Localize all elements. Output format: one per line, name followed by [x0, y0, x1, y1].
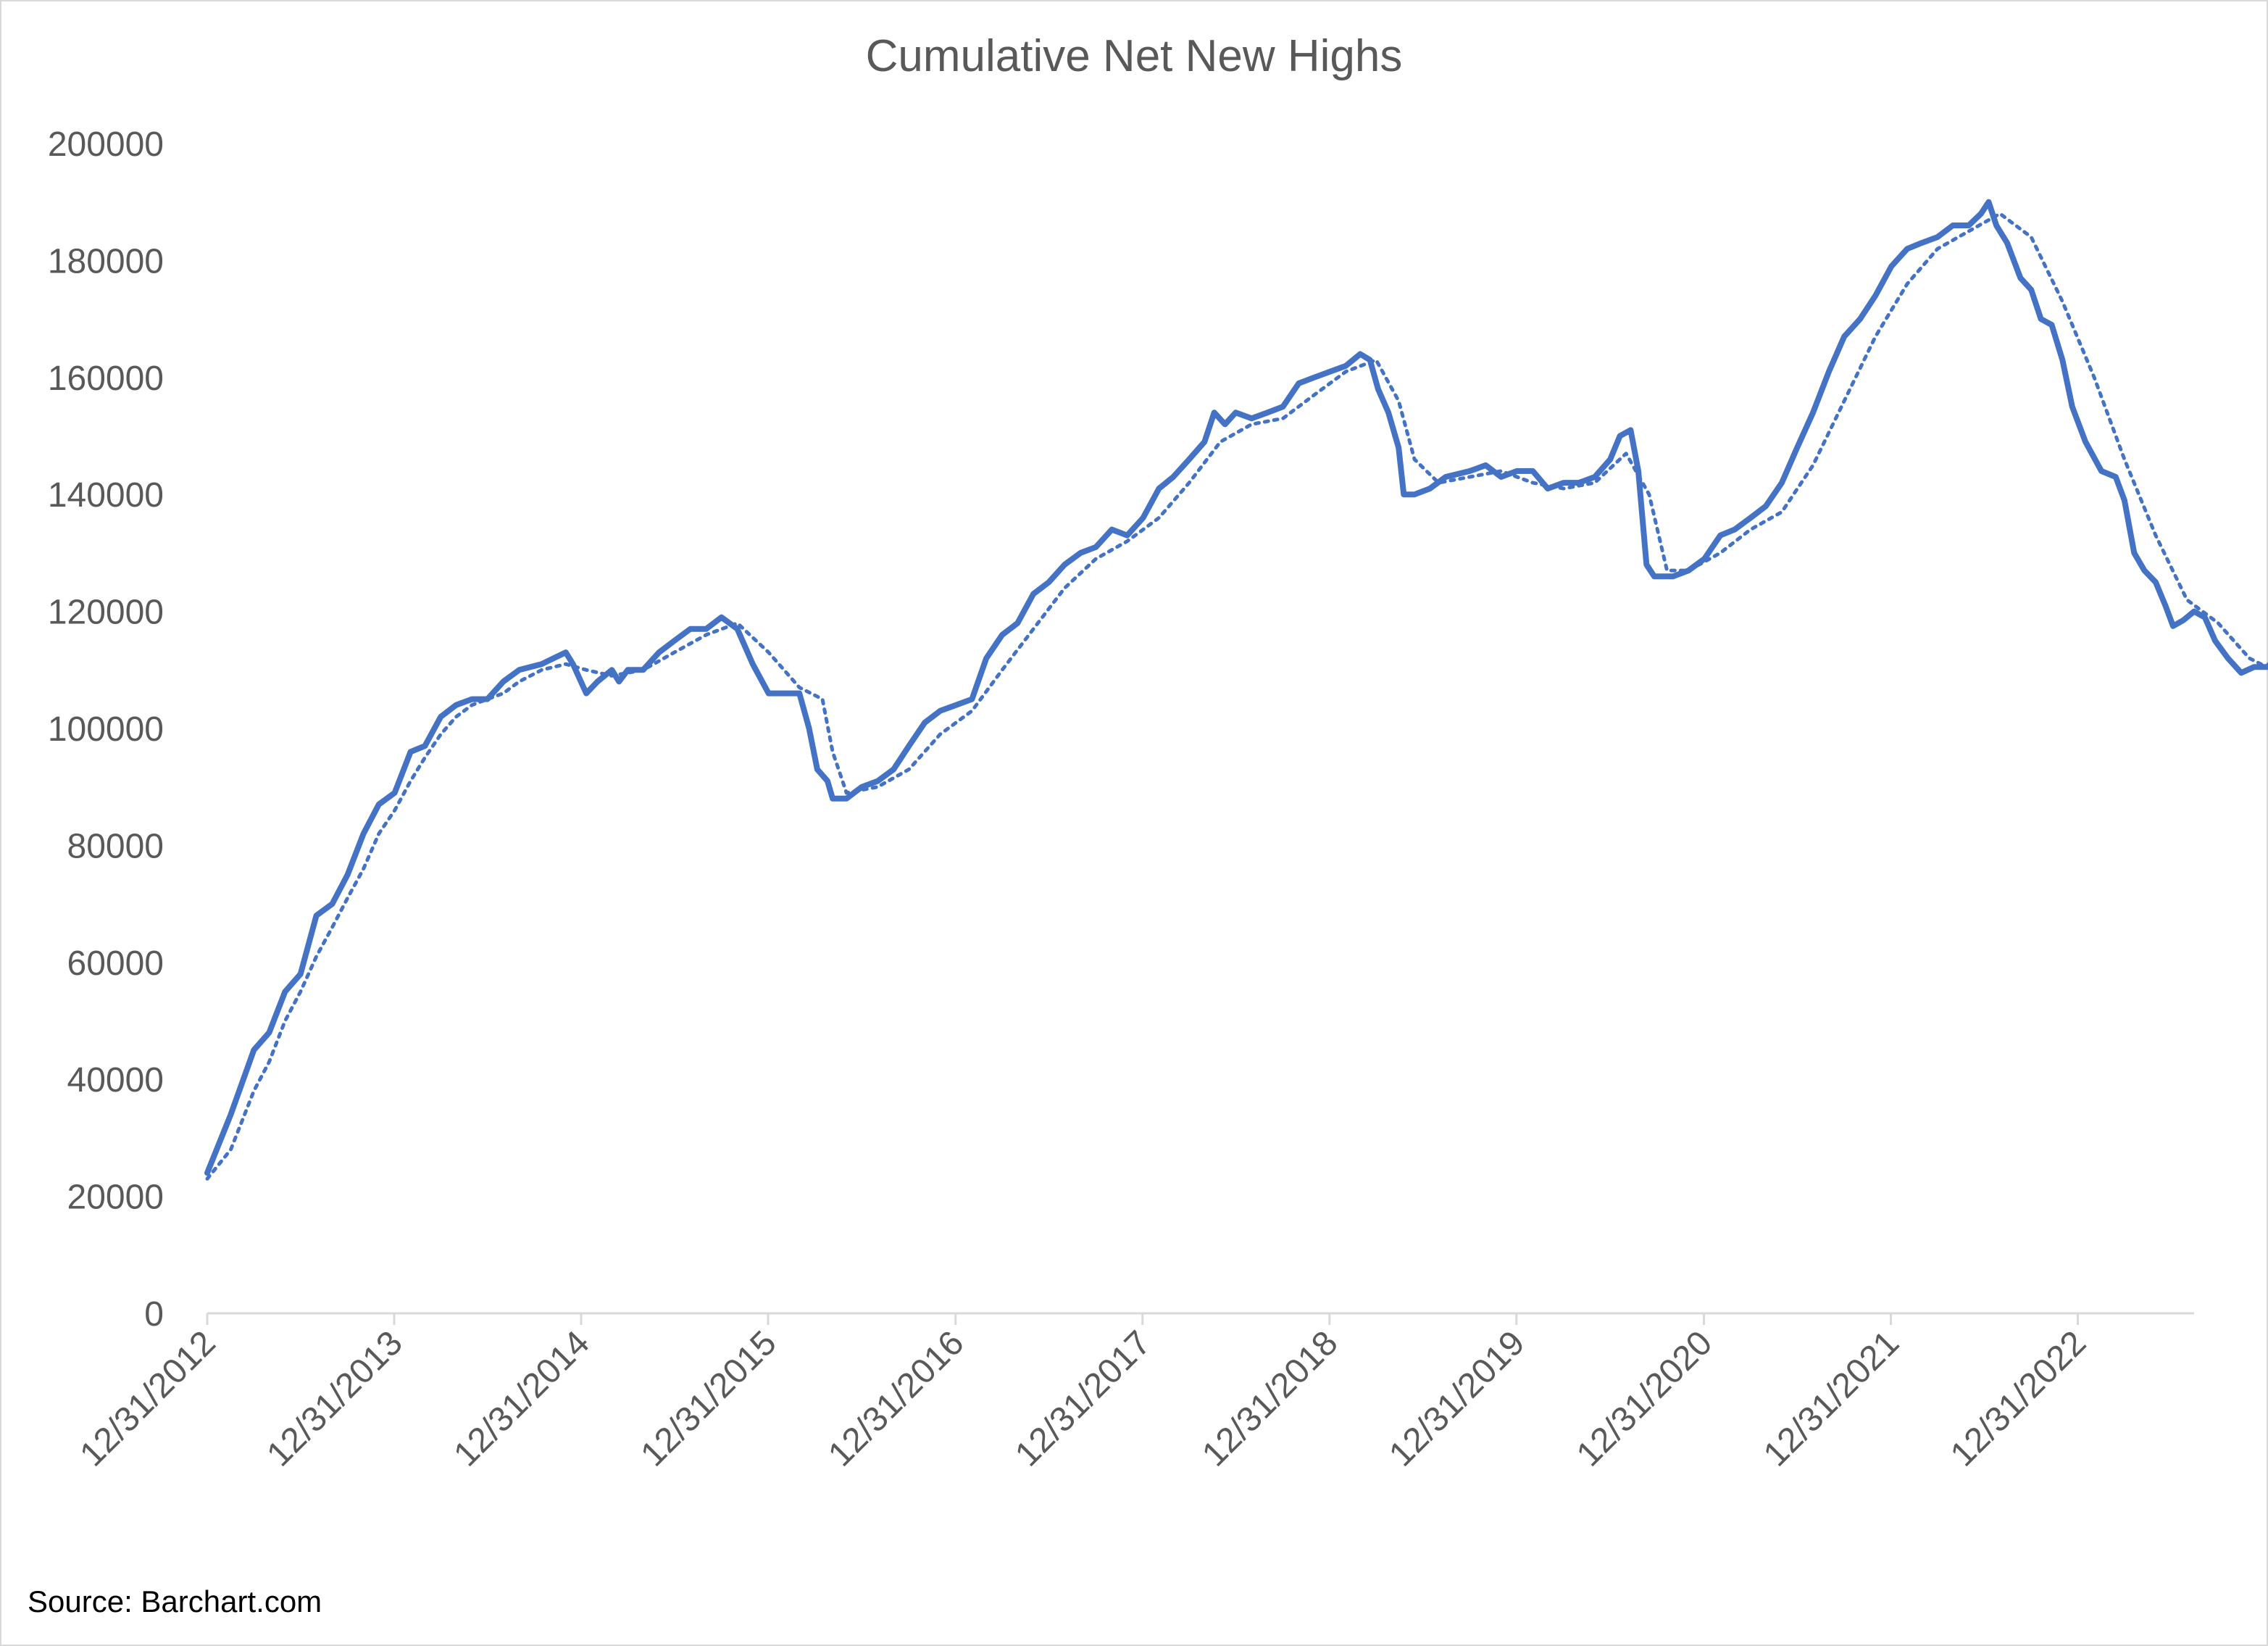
y-tick-label: 160000	[48, 359, 164, 398]
x-tick-label: 12/31/2015	[633, 1323, 783, 1473]
y-tick-label: 60000	[67, 944, 164, 983]
x-axis: 12/31/2012 12/31/2013 12/31/2014 12/31/2015…	[72, 1312, 2194, 1474]
y-tick-label: 200000	[48, 125, 164, 164]
y-tick-label: 140000	[48, 476, 164, 515]
x-tick-label: 12/31/2019	[1382, 1323, 1532, 1473]
y-tick-label: 20000	[67, 1179, 164, 1217]
y-axis-ticks: 0 20000 40000 60000 80000 100000 120000 140000 1…	[48, 125, 164, 1334]
source-note: Source: Barchart.com	[28, 1584, 322, 1618]
chart-title: Cumulative Net New Highs	[865, 31, 1403, 81]
y-tick-label: 40000	[67, 1061, 164, 1100]
series-line-solid	[204, 199, 2268, 1176]
series-layer	[204, 199, 2268, 1181]
x-tick-label: 12/31/2016	[821, 1323, 971, 1473]
x-tick-label: 12/31/2012	[72, 1323, 222, 1473]
x-tick-label: 12/31/2018	[1195, 1323, 1345, 1473]
y-tick-label: 0	[144, 1295, 164, 1334]
series-line-dotted	[205, 212, 2268, 1181]
y-tick-label: 80000	[67, 827, 164, 865]
x-tick-label: 12/31/2013	[259, 1323, 409, 1473]
y-tick-label: 120000	[48, 594, 164, 632]
y-tick-label: 180000	[48, 242, 164, 280]
x-tick-label: 12/31/2014	[446, 1323, 596, 1473]
x-tick-label: 12/31/2021	[1756, 1323, 1906, 1473]
y-tick-label: 100000	[48, 710, 164, 749]
x-tick-label: 12/31/2020	[1569, 1323, 1719, 1473]
x-tick-label: 12/31/2022	[1943, 1323, 2093, 1473]
x-tick-label: 12/31/2017	[1008, 1323, 1158, 1473]
